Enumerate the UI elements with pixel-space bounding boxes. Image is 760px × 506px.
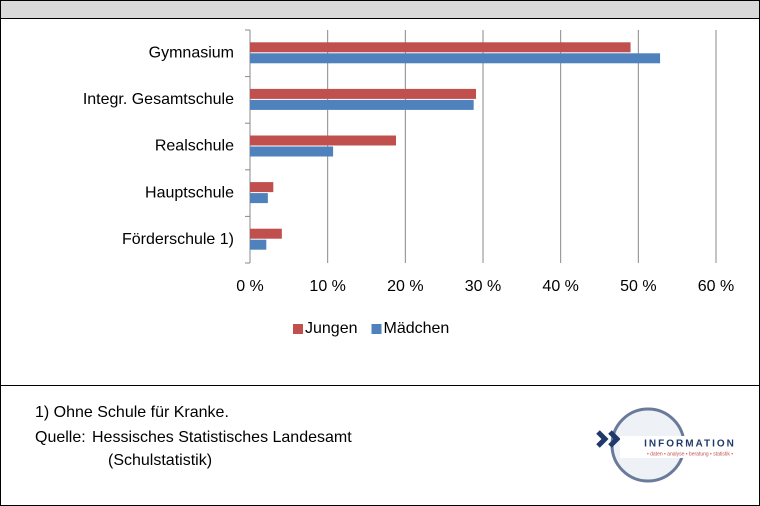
legend-swatch	[371, 324, 382, 334]
y-tick-label: Realschule	[155, 138, 234, 155]
x-tick-label: 20 %	[387, 278, 423, 295]
y-tick-label: Gymnasium	[149, 45, 234, 62]
legend-label: Mädchen	[384, 320, 450, 337]
bar	[250, 99, 474, 110]
source-line: Hessisches Statistisches Landesamt	[92, 429, 352, 446]
logo-band	[620, 436, 750, 458]
legend-swatch	[293, 324, 303, 334]
y-tick-label: Integr. Gesamtschule	[83, 91, 234, 108]
header-band	[0, 0, 760, 19]
x-tick-label: 50 %	[620, 278, 656, 295]
logo: INFORMATION • daten • analyse • beratung…	[596, 407, 750, 483]
bar	[250, 146, 334, 157]
bar	[250, 42, 631, 53]
x-tick-label: 30 %	[465, 278, 501, 295]
source-label: Quelle:	[35, 429, 86, 446]
y-tick-label: Hauptschule	[145, 184, 234, 201]
footnote: 1) Ohne Schule für Kranke.	[35, 404, 229, 421]
logo-tagline: • daten • analyse • beratung • statistik…	[647, 451, 733, 457]
x-tick-label: 0 %	[236, 278, 264, 295]
bar	[250, 182, 274, 193]
bar	[250, 135, 397, 146]
x-tick-label: 60 %	[698, 278, 734, 295]
logo-text: INFORMATION	[644, 439, 736, 450]
bar	[250, 193, 268, 204]
x-tick-label: 10 %	[309, 278, 345, 295]
logo-arrows	[596, 430, 621, 448]
source-line: (Schulstatistik)	[108, 452, 212, 469]
bar	[250, 88, 477, 99]
bar	[250, 228, 282, 239]
bar	[250, 239, 267, 250]
x-tick-label: 40 %	[542, 278, 578, 295]
bar	[250, 53, 661, 64]
legend-label: Jungen	[305, 320, 358, 337]
y-tick-label: Förderschule 1)	[122, 231, 234, 248]
